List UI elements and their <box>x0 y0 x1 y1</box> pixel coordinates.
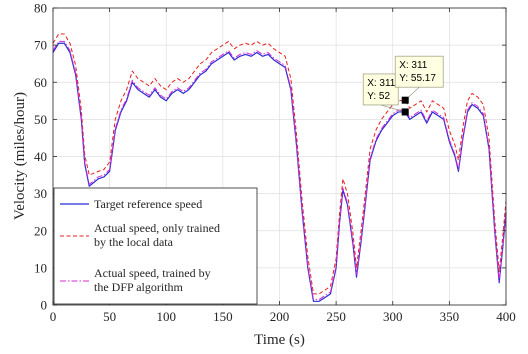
datatip-x-label: X: 311 <box>399 60 428 71</box>
datatip-box <box>362 73 399 106</box>
y-tick-label: 80 <box>34 1 47 16</box>
x-tick-label: 300 <box>383 309 403 324</box>
legend-label-local-line1: Actual speed, only trained <box>94 221 220 235</box>
datatip-marker <box>401 96 409 104</box>
legend-box <box>53 187 258 305</box>
x-axis-title: Time (s) <box>254 332 305 348</box>
x-tick-label: 200 <box>270 309 290 324</box>
y-tick-label: 50 <box>34 112 47 127</box>
x-tick-label: 100 <box>157 309 177 324</box>
datatip-box <box>394 55 444 88</box>
y-axis-title: Velocity (miles/hour) <box>12 92 28 220</box>
y-tick-label: 0 <box>41 298 48 313</box>
y-tick-label: 30 <box>34 186 47 201</box>
legend-label-target: Target reference speed <box>94 197 202 211</box>
datatip-y-label: Y: 55.17 <box>399 73 436 84</box>
x-tick-label: 150 <box>213 309 233 324</box>
y-tick-label: 40 <box>34 149 47 164</box>
legend-label-dfp-line2: the DFP algorithm <box>94 280 184 294</box>
x-tick-label: 50 <box>103 309 116 324</box>
x-tick-label: 0 <box>50 309 57 324</box>
datatip-leader <box>380 104 406 113</box>
legend-label-local: Actual speed, only trained by the local … <box>94 221 223 249</box>
y-tick-label: 20 <box>34 223 47 238</box>
legend-label-dfp-line1: Actual speed, trained by <box>94 266 211 280</box>
x-tick-label: 350 <box>440 309 460 324</box>
legend-label-local-line2: by the local data <box>94 235 174 249</box>
y-tick-label: 70 <box>34 38 47 53</box>
x-tick-label: 400 <box>496 309 516 324</box>
datatip-marker <box>401 108 409 116</box>
legend: Target reference speed Actual speed, onl… <box>53 187 258 305</box>
y-tick-label: 10 <box>34 260 47 275</box>
series-line-local <box>52 33 507 295</box>
datatip-x-label: X: 311 <box>367 78 396 89</box>
legend-label-dfp: Actual speed, trained by the DFP algorit… <box>94 266 214 294</box>
axis-ticks: 0 50 100 150 200 250 300 350 400 0 10 20 30 40 50 60 70 8… <box>34 1 516 325</box>
x-tick-label: 250 <box>326 309 346 324</box>
series-lines <box>52 33 507 302</box>
datatip-y-label: Y: 52 <box>367 91 390 102</box>
series-line-dfp <box>52 40 507 300</box>
y-tick-label: 60 <box>34 75 47 90</box>
